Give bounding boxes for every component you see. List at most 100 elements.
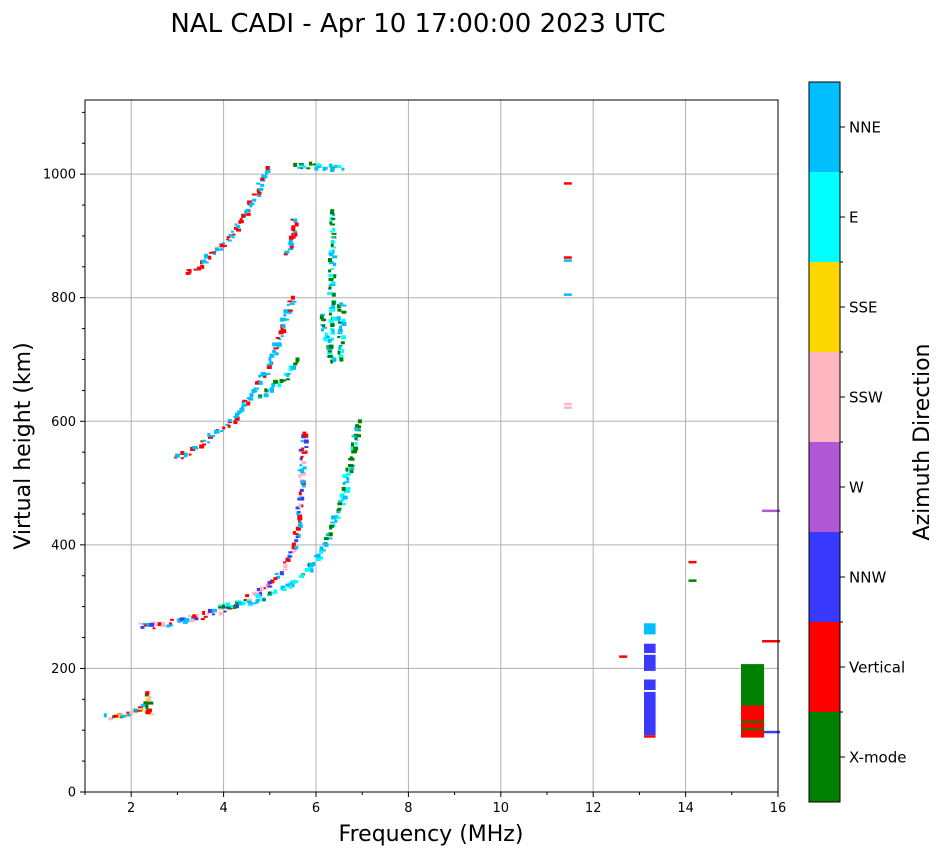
data-point xyxy=(353,433,359,436)
data-point xyxy=(166,624,171,628)
data-point xyxy=(266,365,272,369)
data-point xyxy=(295,357,300,362)
data-point xyxy=(329,221,333,225)
data-point xyxy=(330,243,334,248)
data-point xyxy=(327,348,333,352)
data-point xyxy=(349,467,355,471)
data-point xyxy=(273,347,279,350)
data-point xyxy=(227,424,231,428)
data-point xyxy=(336,511,341,513)
data-point xyxy=(342,482,346,485)
data-point xyxy=(312,561,316,566)
data-point xyxy=(231,236,235,239)
data-point xyxy=(291,542,296,546)
data-point xyxy=(346,472,352,476)
data-block xyxy=(741,664,765,706)
data-point xyxy=(238,220,244,224)
data-point xyxy=(222,604,225,609)
x-tick-label: 4 xyxy=(219,801,227,816)
data-point xyxy=(265,169,271,173)
data-point xyxy=(340,493,345,496)
data-point xyxy=(354,427,360,431)
x-tick-label: 10 xyxy=(493,801,510,816)
data-point xyxy=(333,246,337,249)
data-point xyxy=(351,449,357,454)
data-point xyxy=(143,624,149,627)
data-point xyxy=(329,230,333,233)
data-point xyxy=(267,593,272,596)
data-point xyxy=(563,406,572,409)
data-point xyxy=(303,165,307,169)
data-point xyxy=(322,318,326,322)
data-point xyxy=(338,500,344,503)
data-point xyxy=(277,383,282,388)
data-point xyxy=(332,316,337,321)
data-point xyxy=(334,519,338,523)
data-point xyxy=(331,232,337,235)
data-point xyxy=(300,480,306,484)
data-point xyxy=(248,602,252,605)
data-point xyxy=(563,402,572,406)
data-point xyxy=(319,546,324,551)
data-point xyxy=(169,622,172,626)
data-point xyxy=(247,603,253,607)
colorbar-tick-label: Vertical xyxy=(849,659,905,677)
data-point xyxy=(323,326,328,329)
data-point xyxy=(211,608,217,612)
data-point xyxy=(304,568,308,572)
data-point xyxy=(354,435,358,440)
data-point xyxy=(222,426,226,430)
data-point xyxy=(762,509,781,513)
data-point xyxy=(288,586,293,589)
y-tick-label: 600 xyxy=(51,415,76,430)
data-point xyxy=(288,551,293,554)
data-point xyxy=(328,532,333,537)
data-point xyxy=(285,557,291,562)
data-point xyxy=(188,453,192,456)
data-point xyxy=(324,332,328,337)
data-point xyxy=(288,365,293,370)
data-point xyxy=(341,167,345,171)
data-point xyxy=(329,250,333,253)
colorbar-swatch xyxy=(809,712,840,802)
data-point xyxy=(330,359,334,364)
data-point xyxy=(329,352,333,355)
data-point xyxy=(297,514,303,517)
data-point xyxy=(127,713,132,717)
data-point xyxy=(202,610,206,615)
data-point xyxy=(258,187,264,191)
data-point xyxy=(290,580,294,585)
data-point xyxy=(206,612,210,615)
data-point xyxy=(298,474,302,478)
data-point xyxy=(341,486,346,491)
data-point xyxy=(276,575,280,579)
data-point xyxy=(287,248,293,251)
data-point xyxy=(302,431,307,436)
data-point xyxy=(331,223,335,226)
data-point xyxy=(346,476,350,481)
data-point xyxy=(161,622,166,626)
data-point xyxy=(291,365,297,370)
data-point xyxy=(301,483,306,488)
data-point xyxy=(283,561,287,564)
data-point xyxy=(322,324,326,328)
data-point xyxy=(154,623,158,626)
data-point xyxy=(291,545,296,550)
data-point xyxy=(330,209,335,214)
data-point xyxy=(294,539,299,543)
data-point xyxy=(342,495,348,500)
data-point xyxy=(241,213,246,218)
data-point xyxy=(688,579,697,582)
data-block xyxy=(741,728,765,731)
data-point xyxy=(336,304,341,309)
data-point xyxy=(292,236,296,239)
data-point xyxy=(328,274,334,277)
data-point xyxy=(298,520,301,524)
data-point xyxy=(138,706,143,709)
data-point xyxy=(299,496,305,501)
data-point xyxy=(300,468,305,473)
data-point xyxy=(349,470,354,474)
data-point xyxy=(340,341,345,345)
data-point xyxy=(134,708,138,712)
